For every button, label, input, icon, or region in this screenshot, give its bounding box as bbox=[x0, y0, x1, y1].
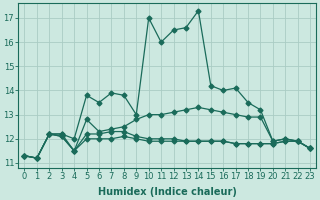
X-axis label: Humidex (Indice chaleur): Humidex (Indice chaleur) bbox=[98, 187, 237, 197]
